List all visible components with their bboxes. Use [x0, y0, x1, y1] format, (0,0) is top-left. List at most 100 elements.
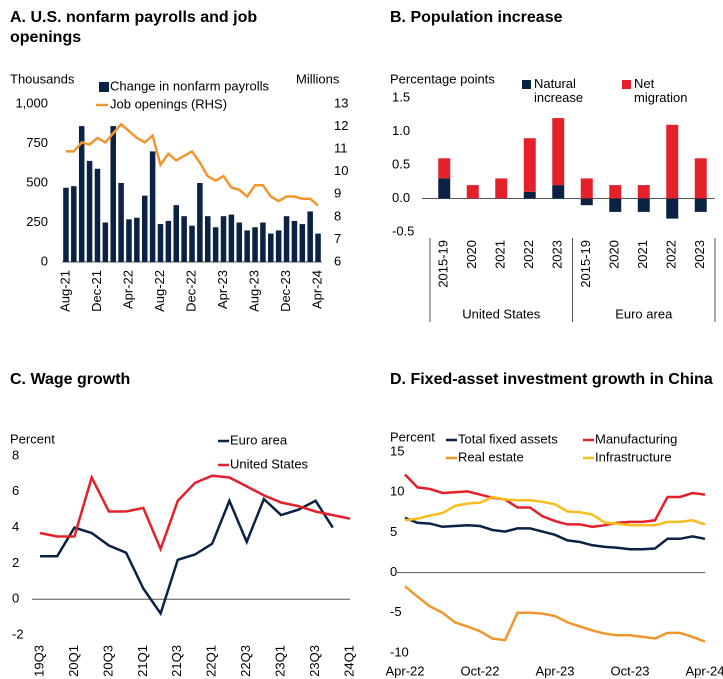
- bar: [181, 216, 187, 262]
- x-tick-label: Apr-23: [215, 270, 230, 309]
- bar: [86, 160, 93, 262]
- line: [404, 585, 706, 643]
- x-tick-label: 2021: [493, 240, 508, 269]
- y2-tick-label: 7: [334, 231, 341, 246]
- y-axis-title: Percentage points: [390, 71, 495, 86]
- line: [404, 495, 706, 527]
- bar-segment: [666, 124, 679, 199]
- x-tick-label: 20Q3: [100, 645, 115, 677]
- bar: [283, 216, 290, 262]
- x-tick-label: 20Q1: [66, 645, 81, 677]
- y-axis-title: Thousands: [10, 71, 75, 86]
- line: [404, 473, 706, 529]
- legend-label: Euro area: [230, 432, 288, 447]
- bar-segment: [552, 185, 565, 199]
- chart-title: D. Fixed-asset investment growth in Chin…: [390, 371, 713, 388]
- bar: [126, 219, 132, 262]
- bar-segment: [466, 185, 479, 199]
- x-tick-label: 22Q3: [238, 645, 253, 677]
- bar: [63, 187, 69, 262]
- legend-swatch: [522, 80, 531, 89]
- y2-tick-label: 6: [334, 253, 341, 268]
- legend-swatch: [99, 82, 109, 92]
- bar: [78, 126, 85, 263]
- x-tick-label: Apr-24: [685, 663, 723, 678]
- x-tick-label: Dec-22: [183, 270, 198, 312]
- bar: [118, 183, 124, 262]
- legend-label: Real estate: [458, 449, 524, 464]
- bar: [157, 224, 164, 262]
- x-tick-label: 19Q3: [31, 645, 46, 677]
- legend-label: Natural increase: [534, 76, 584, 105]
- legend-label: Manufacturing: [595, 431, 677, 446]
- legend-label: Job openings (RHS): [110, 96, 227, 111]
- bar-segment: [523, 138, 536, 192]
- legend-label: Infrastructure: [595, 449, 672, 464]
- x-tick-label: 2023: [692, 240, 707, 269]
- bar-segment: [666, 198, 679, 219]
- bar: [134, 217, 140, 262]
- x-tick-label: 2022: [664, 240, 679, 269]
- y-tick-label: 6: [12, 483, 19, 498]
- bar: [307, 211, 313, 262]
- bar: [236, 222, 243, 262]
- x-tick-label: 2023: [550, 240, 565, 269]
- y-tick-label: 0: [12, 591, 19, 606]
- y2-tick-label: 9: [334, 186, 341, 201]
- y-axis-title: Percent: [10, 431, 55, 446]
- x-tick-label: Apr-23: [535, 663, 574, 678]
- x-tick-label: Apr-24: [309, 270, 324, 309]
- bar-segment: [609, 198, 622, 212]
- y-tick-label: 8: [12, 447, 19, 462]
- x-tick-label: 2015-19: [436, 240, 451, 288]
- x-tick-label: 2021: [635, 240, 650, 269]
- y2-tick-label: 8: [334, 208, 341, 223]
- bar: [291, 220, 298, 262]
- bar: [244, 230, 250, 262]
- x-tick-label: Apr-22: [120, 270, 135, 309]
- y-tick-label: 15: [390, 443, 404, 458]
- bar: [149, 151, 156, 262]
- line: [404, 516, 706, 551]
- bar-segment: [637, 185, 650, 199]
- y2-tick-label: 11: [334, 141, 348, 156]
- bar: [299, 224, 306, 262]
- y2-tick-label: 10: [334, 163, 348, 178]
- x-tick-label: Aug-23: [246, 270, 261, 312]
- y-tick-label: 0: [41, 253, 48, 268]
- bar: [141, 195, 148, 262]
- bar: [268, 233, 274, 262]
- y-tick-label: 750: [26, 135, 48, 150]
- y-tick-label: 10: [390, 484, 404, 499]
- x-tick-label: Dec-21: [89, 270, 104, 312]
- y-axis-title: Percent: [390, 429, 435, 444]
- y-tick-label: 2: [12, 555, 19, 570]
- group-label: Euro area: [615, 306, 673, 321]
- bar: [102, 222, 109, 262]
- bar: [252, 227, 258, 262]
- bar-segment: [694, 158, 707, 199]
- x-tick-label: 24Q1: [341, 645, 356, 677]
- group-label: United States: [462, 306, 541, 321]
- y2-axis-title: Millions: [296, 71, 340, 86]
- bar-segment: [580, 178, 593, 199]
- bar: [315, 233, 321, 262]
- bar: [205, 216, 211, 262]
- line: [40, 496, 334, 617]
- y-tick-label: 1,000: [15, 95, 48, 110]
- x-tick-label: Apr-22: [385, 663, 424, 678]
- y-tick-label: -5: [390, 604, 402, 619]
- y-tick-label: 1.0: [392, 123, 410, 138]
- bar-segment: [552, 118, 565, 186]
- x-tick-label: 21Q3: [169, 645, 184, 677]
- x-tick-label: 2020: [607, 240, 622, 269]
- x-tick-label: 23Q3: [307, 645, 322, 677]
- y-tick-label: 0: [390, 564, 397, 579]
- x-tick-label: Dec-23: [278, 270, 293, 312]
- line: [39, 474, 351, 553]
- x-tick-label: 21Q1: [135, 645, 150, 677]
- x-tick-label: 2015-19: [578, 240, 593, 288]
- bar-segment: [637, 198, 650, 212]
